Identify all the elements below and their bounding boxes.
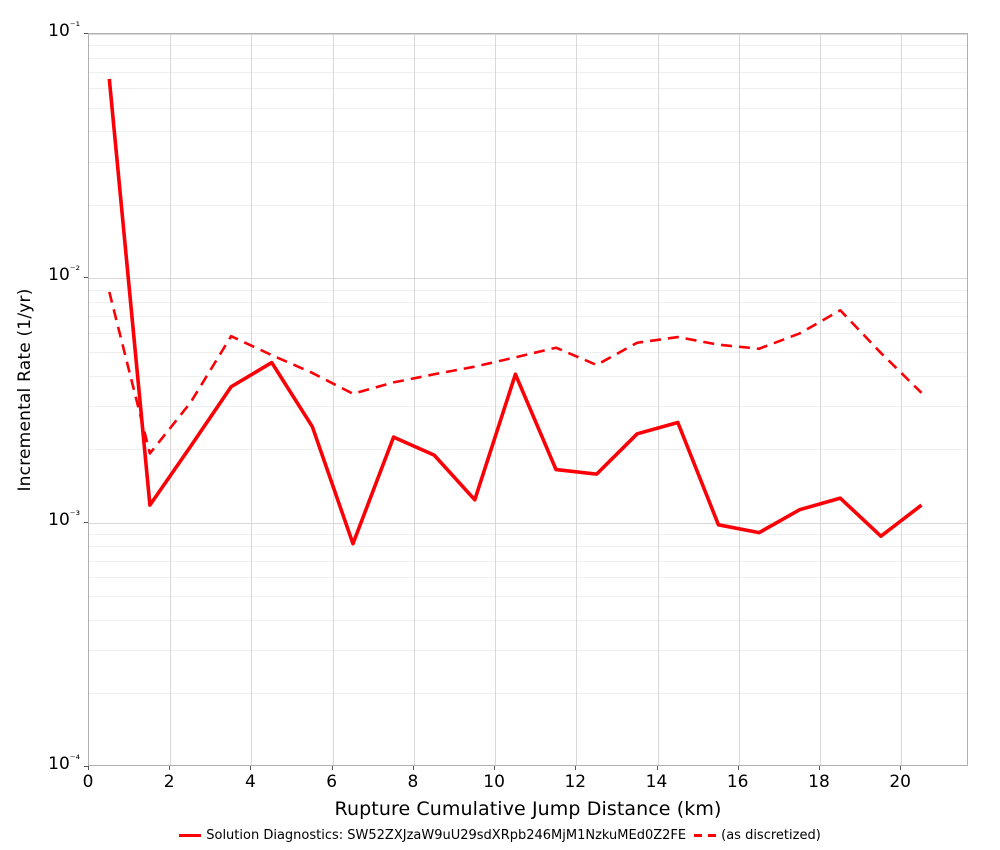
- gridline-x: [901, 34, 903, 765]
- x-tick-mark: [331, 766, 333, 770]
- gridline-x: [657, 34, 659, 765]
- gridline-minor-y: [89, 576, 967, 578]
- gridline-x: [820, 34, 821, 765]
- gridline-x: [738, 34, 740, 765]
- x-tick-mark: [819, 766, 820, 770]
- x-tick-mark: [88, 766, 89, 770]
- y-tick-label: 10⁻¹: [48, 19, 80, 41]
- legend-solid-line-icon: [179, 834, 202, 837]
- gridline-minor-y: [89, 45, 967, 47]
- gridline-x: [170, 34, 172, 765]
- y-tick-label: 10⁻⁴: [48, 752, 80, 774]
- x-tick-label: 2: [163, 772, 175, 792]
- gridline-minor-y: [89, 332, 967, 334]
- x-tick-mark: [737, 766, 739, 770]
- x-tick-label: 8: [407, 772, 419, 792]
- x-tick-mark: [250, 766, 252, 770]
- gridline-x: [251, 34, 253, 765]
- gridline-minor-y: [89, 161, 967, 163]
- y-tick-mark: [84, 521, 88, 523]
- gridline-minor-y: [89, 57, 967, 59]
- gridline-major-y: [89, 278, 967, 280]
- legend-entry-1[interactable]: Solution Diagnostics: SW52ZXJzaW9uU29sdX…: [179, 828, 686, 843]
- gridline-minor-y: [89, 375, 967, 377]
- legend-label: (as discretized): [721, 828, 821, 843]
- series-line-2: [108, 291, 923, 455]
- x-axis-title: Rupture Cumulative Jump Distance (km): [334, 798, 722, 820]
- legend-label: Solution Diagnostics: SW52ZXJzaW9uU29sdX…: [206, 828, 687, 843]
- x-tick-label: 0: [82, 772, 94, 792]
- plot-area: [88, 33, 968, 766]
- gridline-minor-y: [89, 560, 967, 562]
- x-tick-label: 18: [808, 772, 830, 792]
- x-tick-label: 16: [726, 772, 749, 792]
- x-tick-label: 10: [483, 772, 505, 792]
- y-tick-mark: [84, 766, 88, 767]
- x-tick-mark: [575, 766, 577, 770]
- gridline-minor-y: [89, 204, 967, 206]
- gridline-minor-y: [89, 596, 967, 598]
- x-tick-mark: [412, 766, 414, 770]
- series-layer: [107, 78, 923, 546]
- legend-entry-2[interactable]: (as discretized): [694, 828, 821, 843]
- gridline-minor-y: [89, 316, 967, 318]
- gridline-x: [332, 34, 334, 765]
- gridline-minor-y: [89, 449, 967, 451]
- x-tick-label: 14: [645, 772, 668, 792]
- x-tick-label: 4: [244, 772, 256, 792]
- gridline-x: [413, 34, 415, 765]
- x-tick-label: 6: [326, 772, 338, 792]
- gridline-minor-y: [89, 71, 967, 73]
- gridline-minor-y: [89, 131, 967, 133]
- gridline-x: [576, 34, 578, 765]
- x-tick-mark: [656, 766, 658, 770]
- gridline-minor-y: [89, 88, 967, 90]
- gridline-minor-y: [89, 546, 967, 548]
- y-axis-title: Incremental Rate (1/yr): [15, 288, 35, 492]
- y-tick-label: 10⁻³: [48, 508, 80, 530]
- x-tick-mark: [169, 766, 171, 770]
- x-tick-mark: [494, 766, 496, 770]
- gridline-minor-y: [89, 533, 967, 535]
- gridline-minor-y: [89, 619, 967, 621]
- gridline-x: [495, 34, 497, 765]
- x-tick-mark: [900, 766, 902, 770]
- gridline-major-y: [89, 34, 967, 35]
- gridline-minor-y: [89, 693, 967, 695]
- gridline-minor-y: [89, 302, 967, 303]
- gridline-minor-y: [89, 107, 967, 109]
- chart-legend: Solution Diagnostics: SW52ZXJzaW9uU29sdX…: [0, 828, 1000, 843]
- gridline-minor-y: [89, 351, 967, 353]
- x-tick-label: 20: [889, 772, 911, 792]
- y-tick-mark: [84, 277, 88, 279]
- series-line-1: [107, 78, 923, 546]
- legend-dashed-line-icon: [694, 834, 717, 837]
- gridline-minor-y: [89, 289, 967, 291]
- x-tick-label: 12: [564, 772, 587, 792]
- gridline-major-y: [89, 522, 967, 524]
- y-tick-mark: [84, 33, 88, 34]
- y-tick-label: 10⁻²: [48, 263, 80, 286]
- gridline-minor-y: [89, 650, 967, 652]
